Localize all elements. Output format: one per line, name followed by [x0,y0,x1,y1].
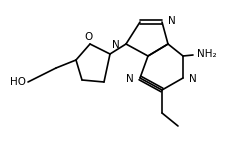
Text: O: O [84,32,92,42]
Text: N: N [126,74,134,84]
Text: NH₂: NH₂ [197,49,217,59]
Text: N: N [168,16,176,26]
Text: N: N [189,74,197,84]
Text: N: N [112,40,120,50]
Text: HO: HO [10,77,26,87]
